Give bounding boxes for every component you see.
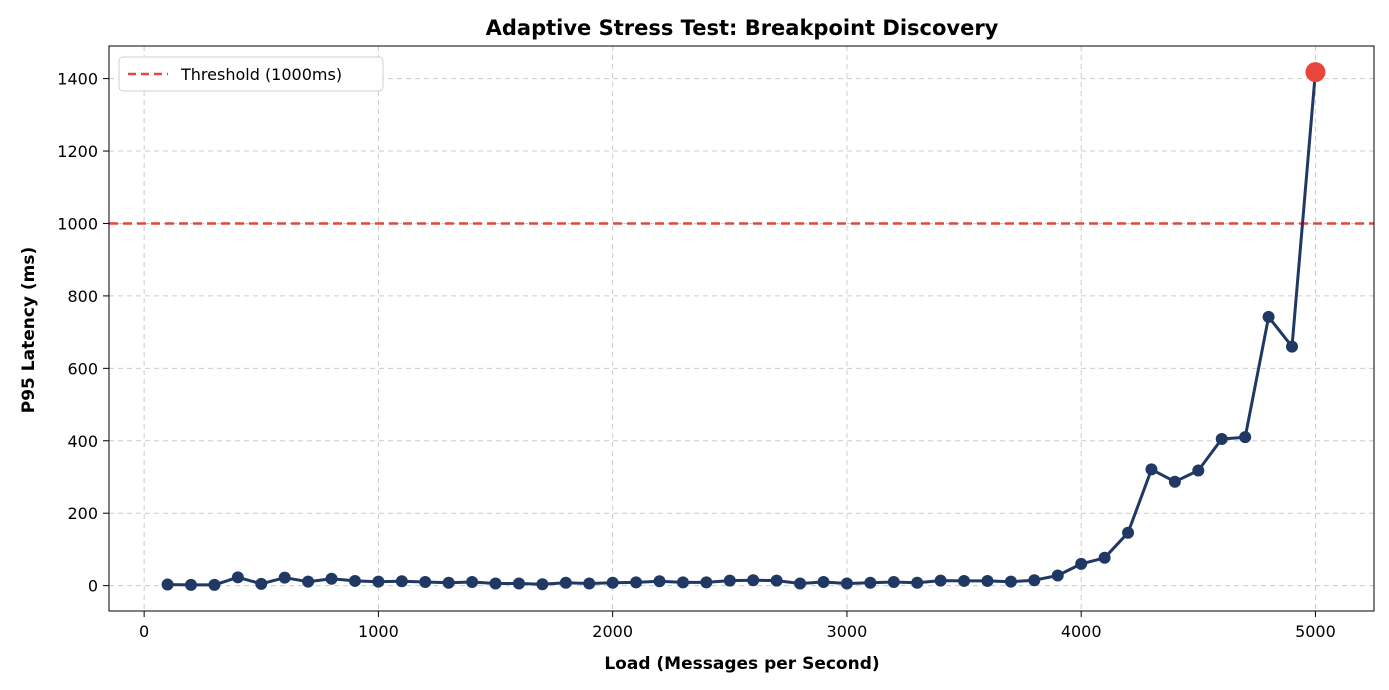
legend: Threshold (1000ms) [118,56,384,92]
data-point [489,577,502,590]
data-point [1168,475,1181,488]
data-point [348,574,361,587]
data-point [184,578,197,591]
data-point [1192,464,1205,477]
data-point [208,578,221,591]
plot-area-frame [108,45,1375,612]
data-point [1075,557,1088,570]
data-point [1286,340,1299,353]
data-point [653,575,666,588]
y-axis: 0 200 400 600 800 1000 1200 1400 [57,70,109,596]
x-tick-label: 4000 [1061,622,1102,641]
data-point [1004,575,1017,588]
data-point [559,576,572,589]
data-point [864,576,877,589]
x-tick-label: 1000 [358,622,399,641]
data-point [1028,574,1041,587]
data-point [1215,432,1228,445]
data-point [1239,431,1252,444]
grid [109,46,1374,611]
data-point [466,576,479,589]
data-point [630,576,643,589]
x-tick-label: 0 [139,622,149,641]
data-point [606,576,619,589]
data-point [325,572,338,585]
data-point [372,575,385,588]
y-tick-label: 200 [67,504,98,523]
chart-title: Adaptive Stress Test: Breakpoint Discove… [486,16,999,40]
data-point [817,576,830,589]
x-tick-label: 5000 [1295,622,1336,641]
data-point [1051,569,1064,582]
y-tick-label: 0 [88,577,98,596]
data-point [442,576,455,589]
data-point [1122,526,1135,539]
x-axis-label: Load (Messages per Second) [604,654,879,674]
y-tick-label: 800 [67,287,98,306]
data-point [278,571,291,584]
y-tick-label: 1000 [57,214,98,233]
data-point [512,577,525,590]
y-axis-label: P95 Latency (ms) [19,247,39,414]
data-point [161,578,174,591]
y-tick-label: 1200 [57,142,98,161]
x-axis: 0 1000 2000 3000 4000 5000 [139,611,1336,641]
latency-series [161,62,1326,591]
data-point [911,576,924,589]
series-line [167,71,1317,587]
data-point [981,574,994,587]
data-point [958,574,971,587]
data-point [887,576,900,589]
data-point [934,574,947,587]
data-point [840,577,853,590]
data-point [302,575,315,588]
data-point [770,574,783,587]
legend-box [118,56,384,92]
data-point [1262,310,1275,323]
data-point [536,578,549,591]
breakpoint-marker [1305,62,1326,83]
data-point [723,574,736,587]
data-point [1098,551,1111,564]
y-tick-label: 1400 [57,70,98,89]
data-point [231,571,244,584]
data-point [676,576,689,589]
data-point [255,577,268,590]
data-point [1145,463,1158,476]
data-point [700,576,713,589]
y-tick-label: 400 [67,432,98,451]
legend-threshold-label: Threshold (1000ms) [180,65,342,84]
x-tick-label: 2000 [592,622,633,641]
data-point [583,577,596,590]
data-point [747,574,760,587]
data-point [419,576,432,589]
data-point [794,577,807,590]
data-point [395,575,408,588]
y-tick-label: 600 [67,359,98,378]
x-tick-label: 3000 [827,622,868,641]
